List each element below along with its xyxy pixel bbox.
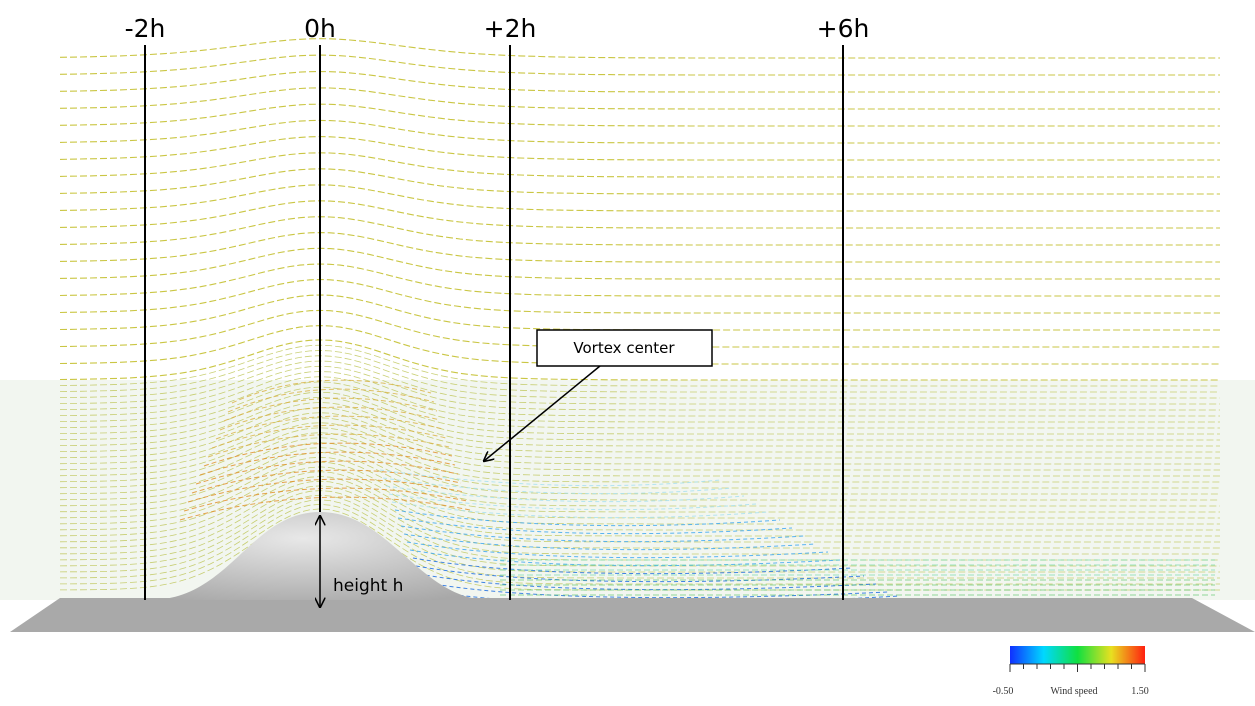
vector-row [59,437,1220,495]
vector-row [60,508,1220,585]
callout-arrow [484,365,601,461]
colorbar-title: Wind speed [1050,686,1097,697]
vector-row [59,371,1220,417]
vector-row [59,365,1220,411]
vector-row [59,427,1220,483]
vector-row [59,103,1220,127]
vector-row [59,442,1220,501]
vector-row [59,339,1220,381]
vector-fast [191,469,462,494]
vector-fast [187,478,465,503]
vector-row [59,152,1220,178]
vector-row [59,355,1220,399]
vector-fast [223,397,438,422]
ground [10,598,1255,632]
vector-row [60,485,1220,555]
position-lines [144,45,844,600]
colorbar-ticks [1009,663,1146,672]
vector-fast [203,442,453,467]
vector-fast [227,388,435,413]
position-label: +2h [484,14,537,43]
vector-fast [211,424,447,449]
vector-row [59,360,1220,405]
vector-row [59,278,1220,314]
vector-row [59,391,1220,441]
vector-row [59,309,1220,348]
vector-slow [391,501,769,519]
vector-row [59,184,1220,212]
vector-slow [403,533,817,551]
vector-slow [394,509,781,527]
vector-row [59,54,1220,76]
vector-slow [397,517,793,535]
background-panel [0,380,1255,600]
vector-row [59,396,1220,447]
vector-row [59,344,1220,387]
vector-row [59,417,1220,471]
vector-slow [400,525,805,543]
vector-fast [199,451,456,476]
vector-slow [385,485,745,503]
callout-box [536,329,713,367]
vector-row [59,386,1220,435]
vector-row [59,471,1220,537]
vector-row [60,503,1220,579]
vector-row [59,216,1220,246]
vector-row [59,422,1220,477]
position-label: +6h [817,14,870,43]
vector-row [59,87,1220,110]
vector-row [59,499,1220,573]
vector-row [59,350,1220,393]
vector-row [60,447,1220,507]
height-label: height h [333,576,403,596]
vector-slow [406,541,829,559]
vector-row [59,70,1220,93]
vector-row [59,432,1220,489]
vector-slow [382,477,733,495]
vector-row [59,232,1220,263]
vector-row [60,451,1220,513]
vector-row [59,200,1220,229]
vector-row [59,168,1220,195]
vector-row [59,119,1220,144]
vector-row [59,407,1220,459]
vector-fast [231,379,432,404]
vector-row [59,325,1220,365]
vector-row [59,263,1220,297]
vector-slow [415,565,865,583]
vector-fast [195,460,459,485]
vector-fast [215,415,444,440]
vector-row [59,466,1220,531]
vector-slow [388,493,757,511]
vector-row [59,247,1220,280]
vector-row [59,412,1220,465]
position-label: 0h [304,14,336,43]
vector-slow [379,469,721,487]
vector-slow [418,573,877,591]
vector-fast [219,406,441,431]
colorbar-max: 1.50 [1131,686,1149,697]
colorbar-min: -0.50 [993,686,1014,697]
vector-row [59,381,1220,429]
vector-row [59,494,1220,567]
vector-row [59,402,1220,453]
vector-fast [183,487,468,512]
callout-text: Vortex center [573,339,675,357]
vector-row [59,376,1220,423]
colorbar [1010,646,1145,664]
vector-slow [412,557,853,575]
vector-fast [179,496,471,521]
position-label: -2h [125,14,166,43]
vector-row [59,38,1220,59]
vector-fast [207,433,450,458]
vector-row [59,136,1220,161]
vector-row [60,480,1220,549]
vector-row [59,461,1220,525]
